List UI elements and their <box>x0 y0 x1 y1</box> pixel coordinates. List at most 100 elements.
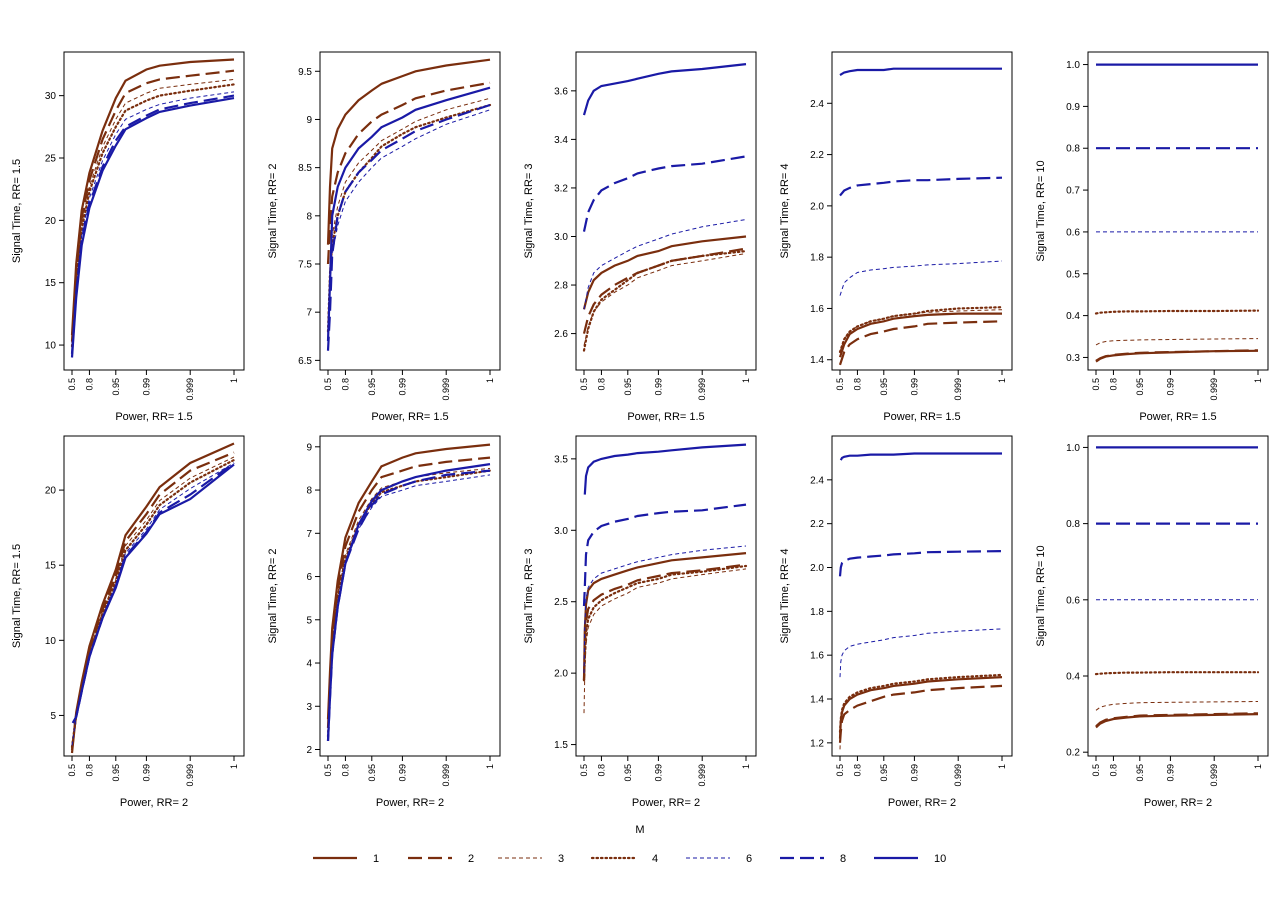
y-tick-label: 0.7 <box>1066 186 1080 197</box>
series-line-m2 <box>70 451 235 751</box>
y-axis-label: Signal Time, RR= 2 <box>267 548 279 643</box>
x-tick-label: 0.99 <box>909 764 919 782</box>
x-tick-label: 0.999 <box>441 764 451 787</box>
panel-4: 1.4 1.6 1.8 2.0 2.2 2.4 0.5 0.8 0.95 0.99 0.999 1 Po… <box>779 51 1013 423</box>
y-tick-label: 1.6 <box>810 651 824 662</box>
x-tick-label: 0.999 <box>953 764 963 787</box>
plot-frame <box>1087 435 1269 757</box>
series-line-m4 <box>582 564 748 682</box>
series-line-m10 <box>71 463 235 724</box>
legend-item-m3: 3 <box>498 853 564 865</box>
series-line-m1 <box>326 443 491 720</box>
series-line-m6 <box>839 628 1003 678</box>
series-line-m10 <box>582 63 747 116</box>
x-tick-label: 0.95 <box>623 764 633 782</box>
series-line-m8 <box>70 94 235 354</box>
plot-frame <box>831 51 1013 371</box>
series-line-m8 <box>326 103 491 351</box>
y-tick-label: 1.6 <box>810 304 824 315</box>
plot-frame <box>575 51 757 371</box>
legend-item-m4: 4 <box>590 853 658 865</box>
y-tick-label: 0.2 <box>1066 748 1080 759</box>
x-tick-label: 1 <box>997 764 1007 769</box>
x-tick-label: 0.99 <box>1165 378 1175 396</box>
y-tick-label: 15 <box>45 278 57 289</box>
y-tick-label: 2.4 <box>810 475 824 486</box>
series-line-m3 <box>583 568 747 714</box>
x-tick-label: 0.5 <box>323 764 333 777</box>
series-line-m6 <box>71 91 235 351</box>
legend-label: 6 <box>746 853 752 865</box>
x-tick-label: 0.99 <box>1165 764 1175 782</box>
legend-label: 1 <box>373 853 379 865</box>
x-tick-label: 0.8 <box>852 378 862 391</box>
x-tick-label: 0.99 <box>653 764 663 782</box>
x-tick-label: 0.5 <box>67 764 77 777</box>
x-tick-label: 0.5 <box>579 764 589 777</box>
y-tick-label: 2.0 <box>554 669 568 680</box>
series-line-m8 <box>326 469 491 741</box>
y-tick-label: 2.8 <box>554 281 568 292</box>
y-tick-label: 3.4 <box>554 135 568 146</box>
legend-item-m2: 2 <box>408 853 474 865</box>
series-line-m2 <box>1095 349 1259 362</box>
series-line-m1 <box>70 442 235 754</box>
x-tick-label: 0.95 <box>623 378 633 396</box>
x-axis-label: Power, RR= 1.5 <box>1139 411 1216 423</box>
x-axis-label: Power, RR= 1.5 <box>371 411 448 423</box>
plot-frame <box>63 435 245 757</box>
x-tick-label: 1 <box>741 378 751 383</box>
legend-item-m8: 8 <box>780 853 846 865</box>
y-tick-label: 3.0 <box>554 232 568 243</box>
series-line-m3 <box>327 97 491 322</box>
series-line-m2 <box>582 563 747 681</box>
panel-10: 0.2 0.4 0.6 0.8 1.0 0.5 0.8 0.95 0.99 0.999 1 Power… <box>1035 435 1269 809</box>
y-tick-label: 3.2 <box>554 183 568 194</box>
plot-frame <box>1087 51 1269 371</box>
x-tick-label: 0.95 <box>111 378 121 396</box>
x-tick-label: 0.95 <box>111 764 121 782</box>
x-tick-label: 0.95 <box>879 764 889 782</box>
y-tick-label: 25 <box>45 154 57 165</box>
legend-label: 2 <box>468 853 474 865</box>
x-tick-label: 0.5 <box>835 764 845 777</box>
x-axis-label: Power, RR= 2 <box>888 797 956 809</box>
x-axis-label: Power, RR= 2 <box>376 797 444 809</box>
chart-legend: 1 2 3 4 6 8 10 <box>313 853 946 865</box>
legend-label: 3 <box>558 853 564 865</box>
series-line-m3 <box>1095 701 1259 711</box>
y-tick-label: 1.4 <box>810 695 824 706</box>
x-tick-label: 0.8 <box>340 378 350 391</box>
series-line-m2 <box>70 69 235 342</box>
y-tick-label: 0.9 <box>1066 102 1080 113</box>
panel-2: 6.5 7 7.5 8 8.5 9 9.5 0.5 0.8 0.95 0.99 0.999 1 Power… <box>267 51 501 423</box>
x-tick-label: 0.8 <box>852 764 862 777</box>
series-line-m3 <box>71 78 235 344</box>
y-tick-label: 1.5 <box>554 740 568 751</box>
y-tick-label: 0.6 <box>1066 227 1080 238</box>
legend-item-m1: 1 <box>313 853 379 865</box>
y-tick-label: 1.4 <box>810 355 824 366</box>
x-axis-label: Power, RR= 2 <box>1144 797 1212 809</box>
x-tick-label: 0.95 <box>1135 378 1145 396</box>
x-tick-label: 1 <box>1253 764 1263 769</box>
series-line-m2 <box>326 456 491 728</box>
y-tick-label: 7.5 <box>298 260 312 271</box>
x-tick-label: 0.95 <box>879 378 889 396</box>
series-line-m2 <box>326 81 491 265</box>
series-line-m10 <box>839 452 1002 461</box>
x-tick-label: 0.999 <box>185 378 195 401</box>
y-tick-label: 1.8 <box>810 253 824 264</box>
series-line-m4 <box>838 673 1004 734</box>
x-tick-label: 0.95 <box>367 378 377 396</box>
panel-7: 2 3 4 5 6 7 8 9 0.5 0.8 0.95 0.99 0.999 1 Power, RR= 2… <box>267 435 501 809</box>
y-tick-label: 7 <box>306 529 312 540</box>
y-tick-label: 8.5 <box>298 163 312 174</box>
plot-frame <box>831 435 1013 757</box>
x-tick-label: 0.99 <box>141 378 151 396</box>
x-tick-label: 0.8 <box>1108 378 1118 391</box>
x-tick-label: 0.95 <box>1135 764 1145 782</box>
plot-frame <box>63 51 245 371</box>
x-tick-label: 1 <box>229 378 239 383</box>
y-tick-label: 0.4 <box>1066 311 1080 322</box>
